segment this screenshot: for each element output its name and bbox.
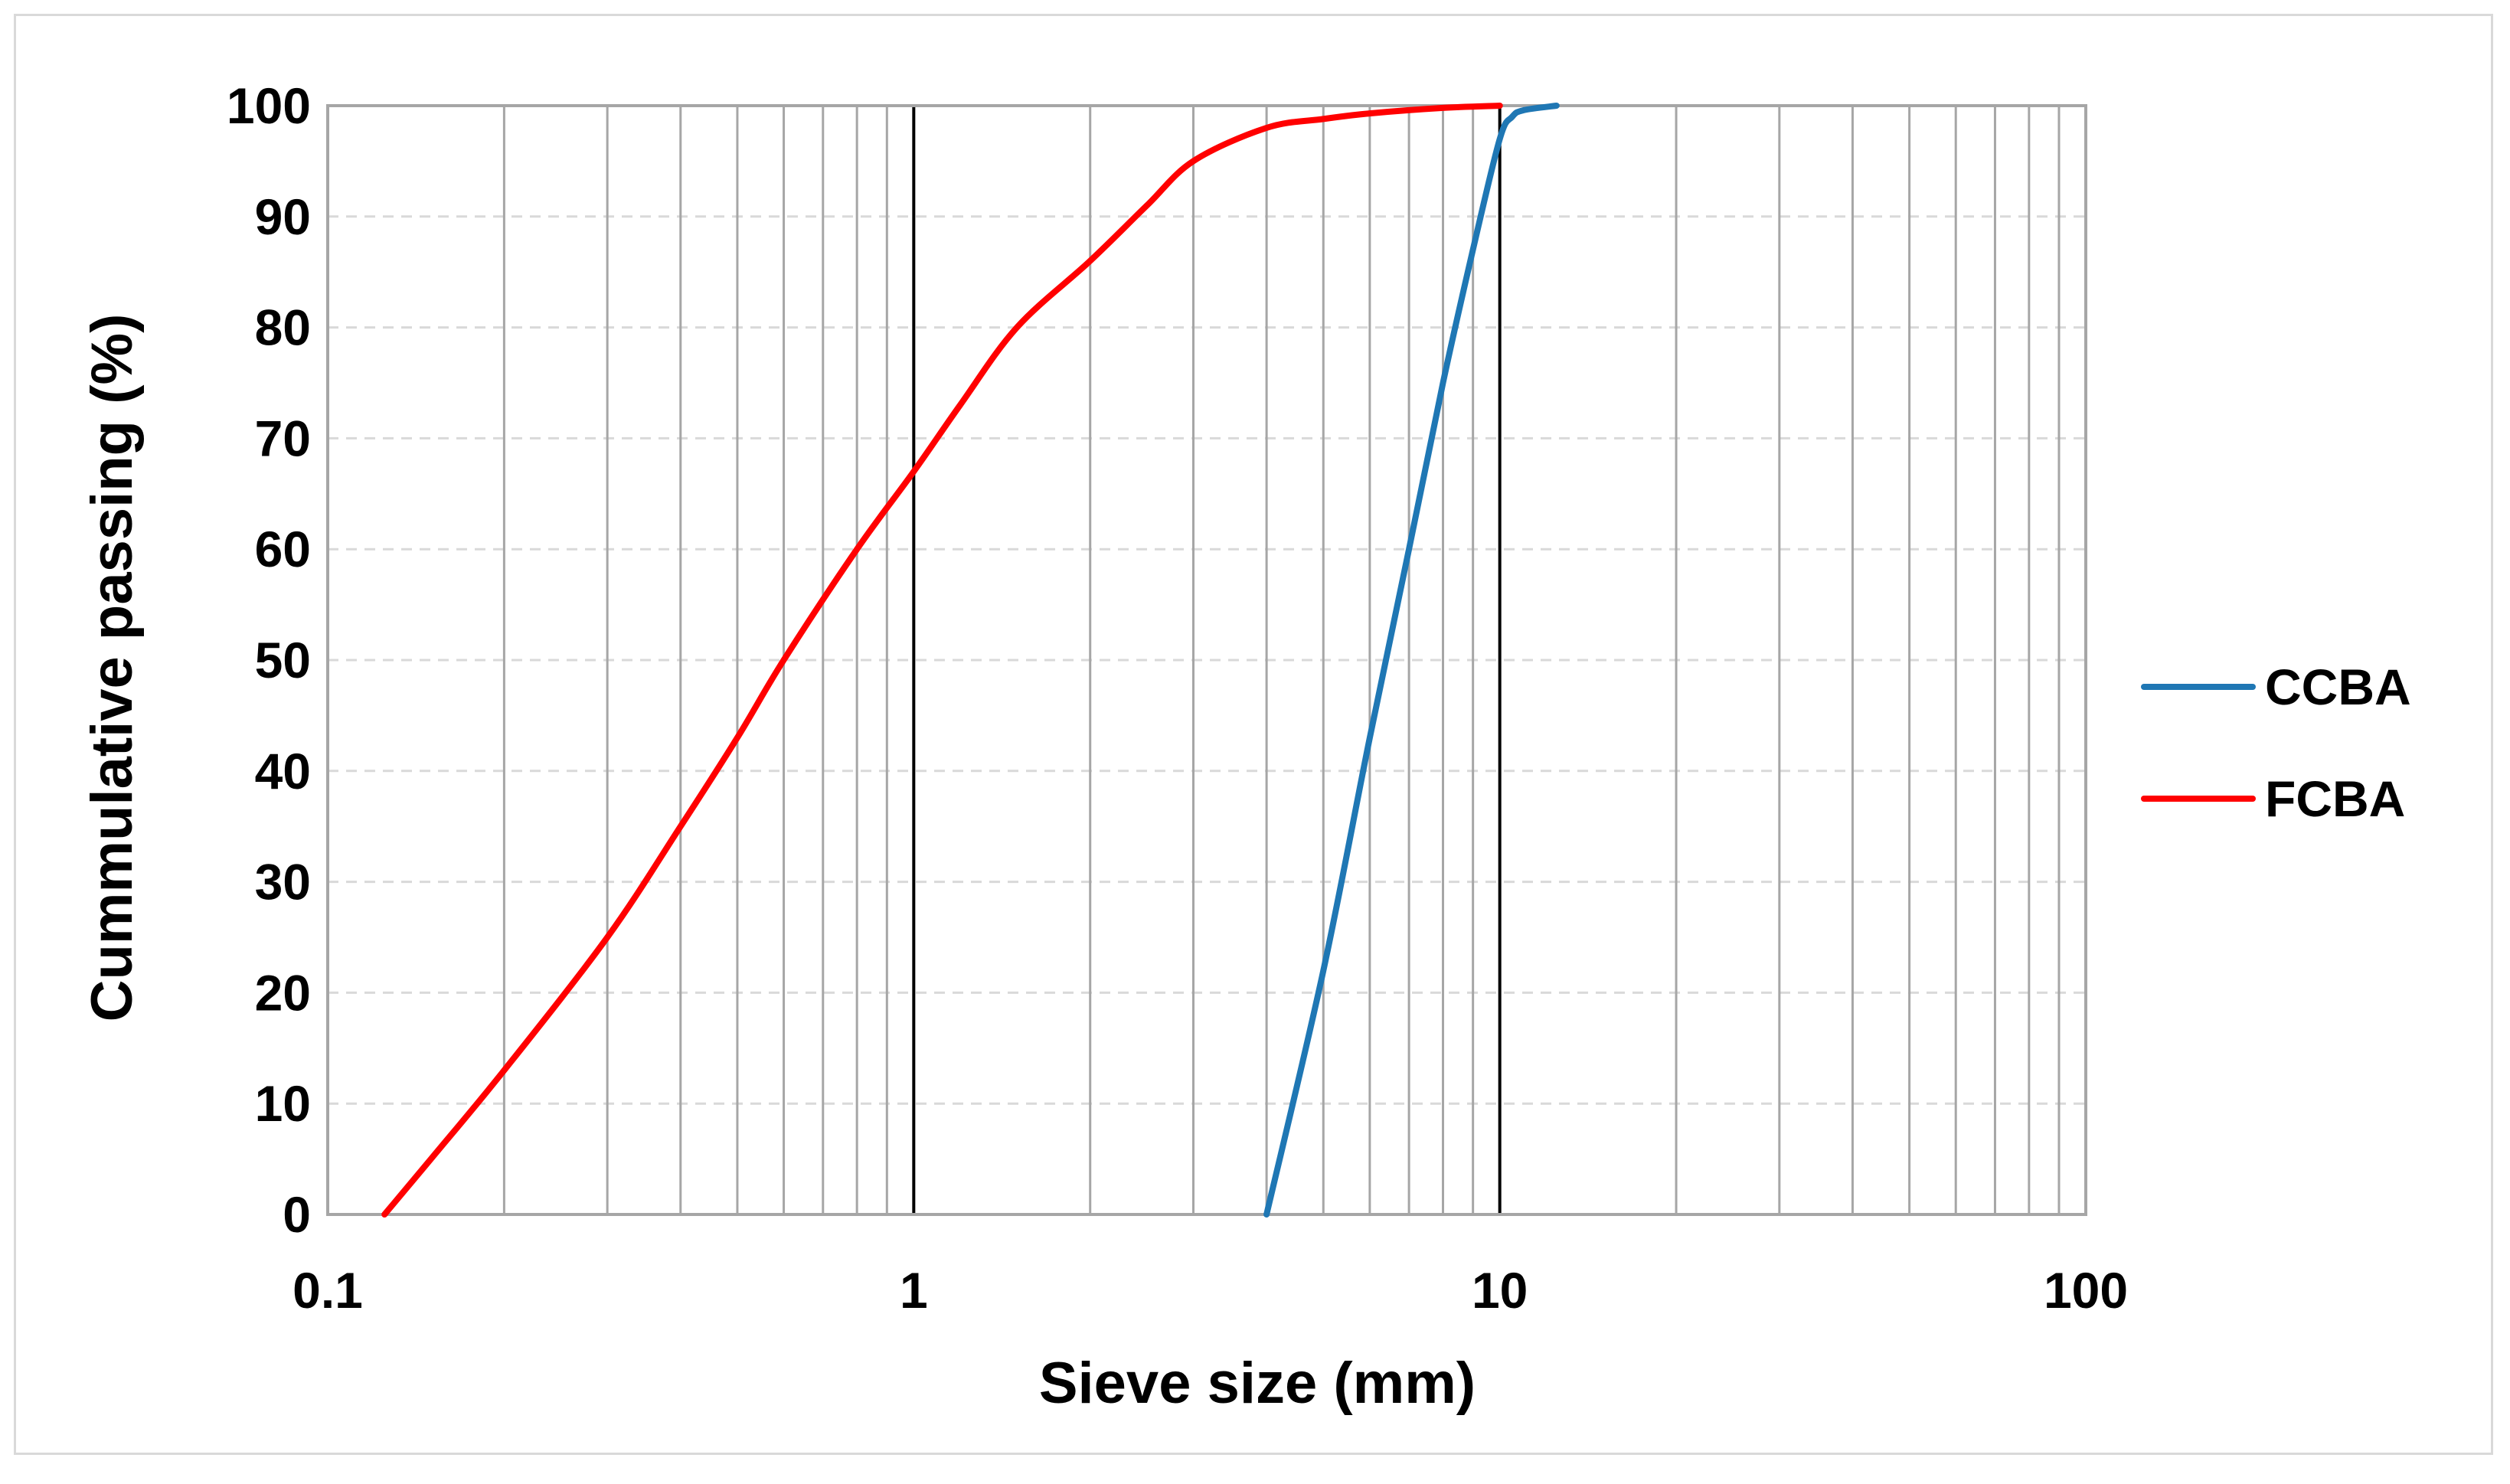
plot-area-border — [326, 104, 2087, 1216]
series-line-fcba — [381, 103, 1503, 1218]
y-tick-label: 50 — [255, 632, 311, 688]
horizontal-gridlines — [328, 215, 2086, 1105]
legend-label-ccba: CCBA — [2265, 659, 2411, 715]
x-tick-label: 1 — [900, 1262, 928, 1319]
series-line-ccba — [1263, 103, 1560, 1218]
x-tick-labels: 0.1 1 10 100 — [293, 1262, 2128, 1319]
x-tick-label: 10 — [1472, 1262, 1528, 1319]
x-tick-label: 0.1 — [293, 1262, 363, 1319]
y-tick-label: 0 — [283, 1186, 311, 1243]
y-tick-labels: 0 10 20 30 40 50 60 70 80 90 100 — [227, 77, 311, 1243]
y-tick-label: 20 — [255, 964, 311, 1021]
y-tick-label: 10 — [255, 1075, 311, 1132]
vertical-gridlines — [502, 106, 2061, 1214]
x-tick-label: 100 — [2044, 1262, 2128, 1319]
x-axis-label: Sieve size (mm) — [1039, 1351, 1476, 1416]
y-tick-label: 100 — [227, 77, 311, 134]
y-axis-label: Cummulative passing (%) — [80, 314, 145, 1022]
legend-label-fcba: FCBA — [2265, 770, 2405, 827]
legend: CCBA FCBA — [2141, 659, 2411, 827]
y-tick-label: 80 — [255, 299, 311, 356]
y-tick-label: 90 — [255, 188, 311, 245]
series-lines — [381, 103, 1560, 1218]
y-tick-label: 60 — [255, 521, 311, 577]
y-tick-label: 40 — [255, 743, 311, 799]
y-tick-label: 30 — [255, 854, 311, 910]
y-tick-label: 70 — [255, 410, 311, 466]
